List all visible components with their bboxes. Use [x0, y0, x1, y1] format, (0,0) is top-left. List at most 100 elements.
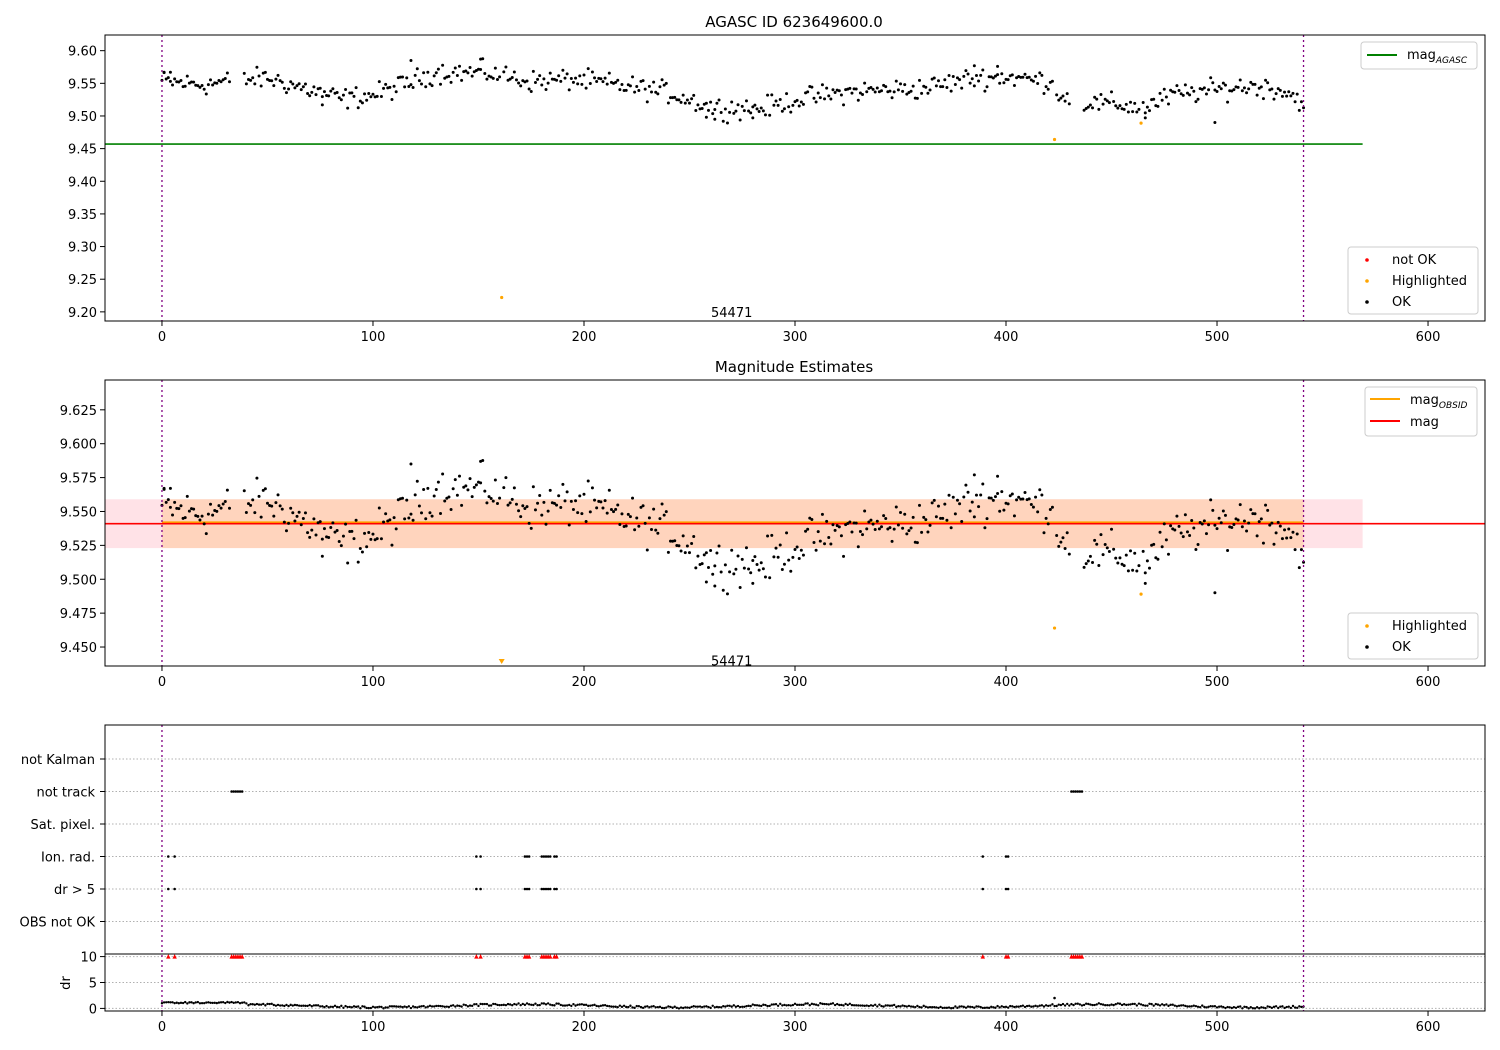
dr-point — [1021, 1004, 1025, 1007]
ok-point — [415, 479, 419, 483]
ok-point — [920, 530, 924, 534]
dr-point — [717, 1005, 721, 1009]
ok-point — [645, 100, 649, 104]
ok-point — [633, 90, 637, 94]
dr-point — [945, 1006, 949, 1010]
dr-point — [990, 1005, 993, 1009]
dr-point — [905, 1005, 909, 1008]
y-tick-label: 9.50 — [68, 110, 97, 125]
ok-point — [884, 85, 888, 89]
dr-point — [939, 1005, 942, 1009]
dr-point — [171, 1001, 174, 1004]
ok-point — [1232, 522, 1236, 526]
dr-point — [633, 1006, 636, 1010]
ok-point — [991, 76, 995, 80]
ok-point — [1006, 502, 1010, 506]
ok-point — [751, 559, 755, 563]
ok-point — [1283, 528, 1287, 532]
ok-point — [981, 482, 985, 486]
dr-point — [276, 1003, 280, 1007]
dr-point — [1287, 1005, 1290, 1008]
ok-point — [329, 526, 333, 530]
dr-point — [1232, 1006, 1236, 1009]
dr-point — [384, 1006, 387, 1009]
ok-point — [244, 511, 248, 515]
dr-point — [1017, 1005, 1020, 1008]
dr-point — [838, 1003, 841, 1007]
ok-point — [329, 89, 333, 93]
ok-point — [875, 86, 879, 90]
ok-point — [318, 520, 322, 524]
dr-point — [181, 1001, 185, 1005]
ok-point — [430, 514, 434, 518]
ok-point — [785, 531, 789, 535]
dr-point — [1146, 1004, 1149, 1007]
ok-point — [1276, 87, 1280, 91]
ok-point — [293, 86, 297, 90]
legend-not-ok: not OK — [1392, 253, 1437, 268]
ok-point — [1289, 536, 1293, 540]
dr-point — [1101, 1003, 1105, 1006]
ok-point — [865, 90, 869, 94]
ok-point — [782, 107, 786, 111]
dr-point — [160, 1002, 164, 1005]
ok-point — [1266, 508, 1270, 512]
dr-point — [470, 1004, 474, 1008]
ok-point — [1297, 108, 1301, 112]
dr-point — [523, 1003, 527, 1007]
dr-point — [228, 1001, 231, 1004]
ok-point — [1217, 85, 1221, 89]
ok-point — [991, 498, 995, 502]
dr-point — [648, 1006, 651, 1009]
ok-point — [949, 89, 953, 93]
ok-point — [1061, 94, 1065, 98]
flag-point — [544, 887, 548, 891]
dr-point — [164, 1001, 168, 1004]
dr-point — [386, 1006, 389, 1009]
ok-point — [1183, 513, 1187, 517]
dr-point — [692, 1005, 695, 1008]
dr-point — [333, 1004, 337, 1008]
dr-point — [487, 1004, 491, 1007]
ok-point — [1166, 552, 1170, 556]
ok-point — [462, 485, 466, 489]
ok-point — [1101, 553, 1105, 557]
ok-point — [1209, 498, 1213, 502]
ok-point — [341, 93, 345, 97]
dr-point — [1139, 1003, 1143, 1006]
dr-point — [283, 1004, 286, 1008]
dr-point — [1034, 1004, 1037, 1007]
dr-point — [1148, 1002, 1151, 1005]
ok-point — [257, 74, 261, 78]
dr-point — [502, 1003, 506, 1007]
dr-point — [477, 1004, 480, 1008]
flag-point — [527, 855, 531, 858]
ok-point — [814, 548, 818, 552]
dr-point — [907, 1004, 911, 1008]
ok-point — [694, 566, 698, 570]
dr-point — [580, 1003, 584, 1006]
ok-point — [439, 512, 443, 516]
dr-point — [553, 1004, 556, 1007]
dr-point — [382, 1007, 385, 1010]
x-tick-label: 0 — [158, 1020, 166, 1035]
dr-point — [388, 1005, 392, 1008]
dr-point — [561, 1004, 565, 1007]
dr-clipped-marker — [1005, 954, 1011, 959]
ok-point — [713, 117, 717, 121]
dr-point — [1053, 996, 1056, 1000]
ok-point — [200, 84, 204, 88]
ok-point — [1133, 551, 1137, 555]
dr-point — [306, 1004, 309, 1008]
ok-point — [544, 87, 548, 91]
ok-point — [814, 100, 818, 104]
ok-point — [683, 551, 687, 555]
ok-point — [1042, 531, 1046, 535]
ok-point — [706, 566, 710, 570]
ok-point — [755, 562, 759, 566]
ok-point — [1169, 524, 1173, 528]
ok-point — [1063, 547, 1067, 551]
ok-point — [715, 551, 719, 555]
ok-point — [1192, 526, 1196, 530]
dr-point — [846, 1003, 849, 1007]
